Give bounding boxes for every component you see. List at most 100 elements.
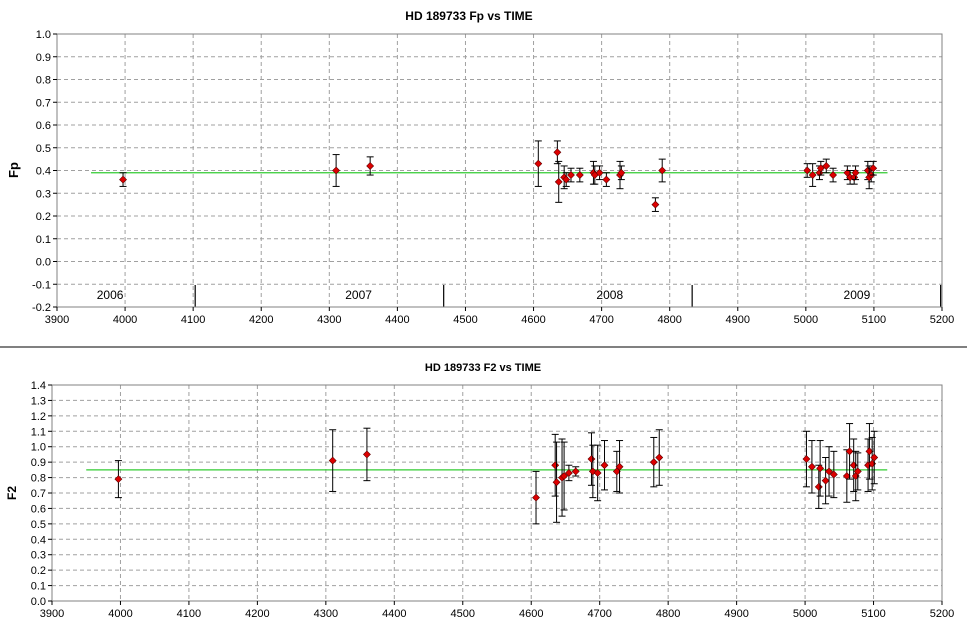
diamond-marker — [534, 159, 543, 168]
y-tick-label: 0.5 — [36, 143, 51, 155]
data-point — [362, 427, 371, 482]
x-tick-label: 4700 — [589, 314, 613, 326]
diamond-marker — [362, 450, 371, 459]
x-tick-label: 4200 — [245, 608, 269, 620]
x-tick-label: 4700 — [587, 608, 611, 620]
data-point — [870, 430, 879, 485]
x-tick-label: 4500 — [453, 314, 477, 326]
data-point — [590, 165, 599, 185]
diamond-marker — [119, 175, 127, 184]
x-tick-label: 3900 — [45, 314, 69, 326]
x-tick-label: 5200 — [930, 314, 954, 326]
data-point — [651, 197, 660, 212]
x-tick-label: 4200 — [249, 314, 273, 326]
y-tick-label: 0.6 — [36, 120, 51, 132]
y-tick-label: 0.4 — [31, 534, 46, 546]
y-tick-label: 0.3 — [31, 550, 46, 562]
diamond-marker — [562, 175, 571, 184]
x-tick-label: 5100 — [862, 314, 886, 326]
data-point — [655, 429, 664, 486]
data-point — [822, 158, 831, 174]
chart-title: HD 189733 Fp vs TIME — [405, 9, 532, 23]
f2-chart: HD 189733 F2 vs TIME F2 3900 4000 4100 4200… — [5, 362, 954, 620]
diamond-marker — [328, 456, 337, 465]
data-point — [869, 160, 878, 176]
diamond-marker — [551, 461, 560, 470]
diamond-marker — [814, 482, 823, 491]
y-tick-label: 0.4 — [36, 166, 51, 178]
diamond-marker — [332, 166, 341, 175]
y-tick-label: 0.8 — [31, 473, 46, 485]
diamond-marker — [567, 171, 575, 179]
x-tick-label: 4600 — [519, 608, 543, 620]
data-point — [593, 444, 602, 502]
x-tick-label: 4400 — [385, 314, 409, 326]
data-point — [564, 464, 573, 482]
diamond-marker — [649, 458, 658, 467]
data-point — [649, 436, 658, 488]
y-tick-label: 0.7 — [31, 488, 46, 500]
diamond-marker — [560, 472, 569, 480]
diamond-marker — [845, 447, 854, 456]
y-tick-label: 1.2 — [31, 411, 46, 423]
data-point — [114, 460, 123, 499]
y-axis-label: F2 — [5, 486, 19, 500]
data-point — [575, 167, 584, 183]
data-point — [560, 441, 569, 511]
y-tick-label: 0.1 — [31, 581, 46, 593]
data-point — [600, 440, 609, 491]
data-point — [853, 452, 862, 491]
diamond-marker — [554, 177, 563, 186]
data-point — [332, 154, 341, 187]
x-axis-ticks: 3900 4000 4100 4200 4300 4400 4500 4600 4700 4800… — [40, 601, 954, 620]
year-label: 2009 — [844, 288, 871, 302]
diamond-marker — [532, 493, 540, 502]
data-points — [119, 140, 878, 212]
diamond-marker — [803, 166, 812, 175]
diamond-marker — [658, 166, 667, 175]
diamond-marker — [615, 462, 624, 471]
diamond-marker — [825, 467, 833, 476]
x-axis-ticks: 3900 4000 4100 4200 4300 4400 4500 4600 4700 4800… — [45, 307, 954, 326]
y-tick-label: 0.5 — [31, 519, 46, 531]
data-point — [829, 450, 838, 499]
y-tick-label: 1.4 — [31, 380, 46, 392]
x-tick-label: 4400 — [382, 608, 406, 620]
data-point — [595, 165, 604, 181]
data-point — [567, 167, 575, 183]
data-point — [802, 430, 811, 488]
data-point — [328, 429, 337, 492]
x-tick-label: 4300 — [314, 608, 338, 620]
x-tick-label: 4300 — [317, 314, 341, 326]
data-point — [615, 440, 624, 494]
x-tick-label: 4100 — [177, 608, 201, 620]
data-point — [808, 163, 817, 187]
data-point — [602, 172, 611, 187]
diamond-marker — [853, 467, 862, 476]
data-point — [814, 464, 823, 509]
y-tick-label: 0.9 — [31, 457, 46, 469]
diamond-marker — [870, 453, 879, 462]
data-point — [562, 172, 571, 187]
grid-lines — [52, 385, 942, 601]
y-axis-label: Fp — [6, 162, 21, 178]
year-label: 2008 — [596, 288, 623, 302]
y-tick-label: 0.8 — [36, 75, 51, 87]
data-point — [366, 156, 375, 176]
chart-title: HD 189733 F2 vs TIME — [425, 362, 541, 374]
data-point — [825, 446, 833, 497]
x-tick-label: 4800 — [657, 314, 681, 326]
x-tick-label: 4800 — [656, 608, 680, 620]
y-tick-label: 0.7 — [36, 97, 51, 109]
diamond-marker — [808, 171, 817, 179]
data-point — [119, 172, 127, 187]
x-tick-label: 4900 — [724, 608, 748, 620]
diamond-marker — [869, 164, 878, 173]
year-label: 2006 — [97, 288, 124, 302]
data-point — [845, 423, 854, 480]
diamond-marker — [851, 168, 860, 177]
y-tick-label: 0.2 — [31, 565, 46, 577]
data-point — [829, 167, 838, 183]
y-tick-label: 0.1 — [36, 234, 51, 246]
